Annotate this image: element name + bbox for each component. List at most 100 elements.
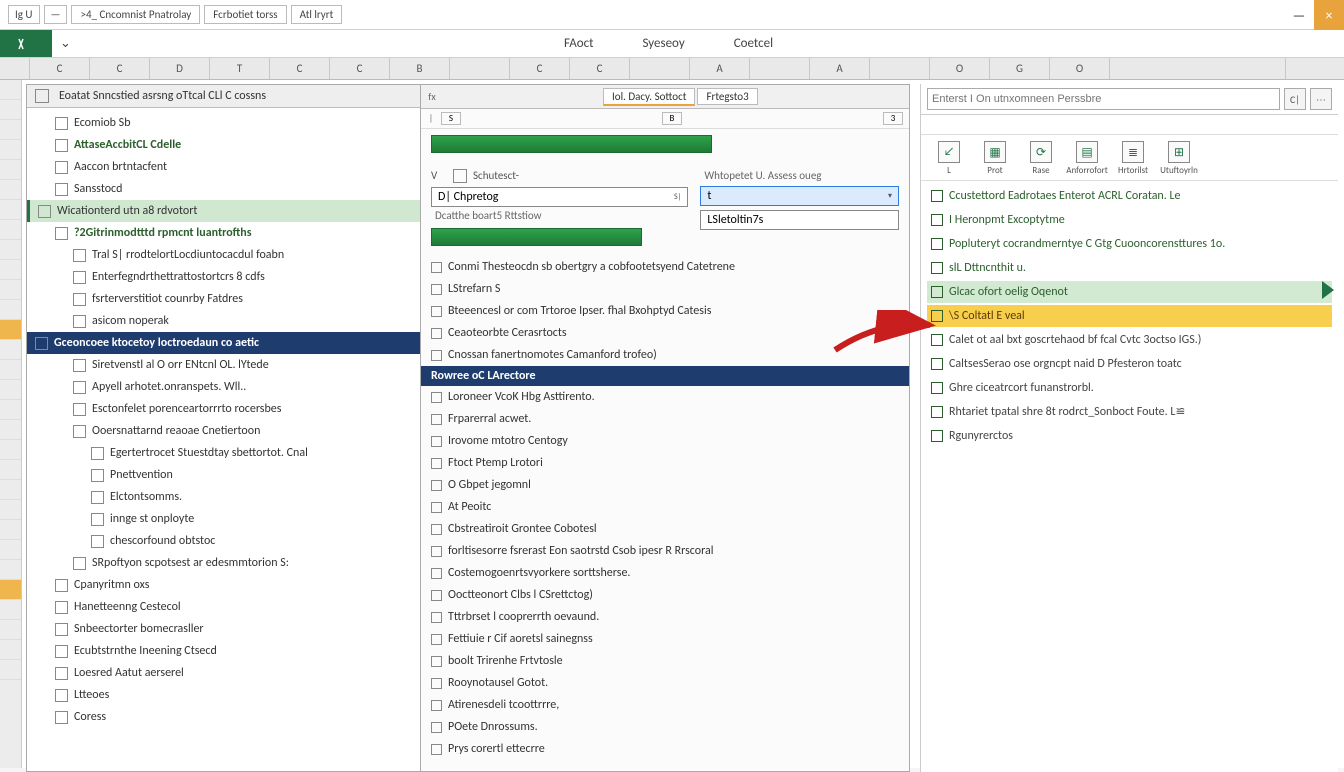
mid-list-item[interactable]: Fettiuie r Cif aoretsl sainegnss — [421, 628, 909, 650]
col-header[interactable]: C — [30, 58, 90, 79]
left-list-item[interactable]: Ecomiob Sb — [27, 112, 425, 134]
right-list-item[interactable]: Popluteryt cocrandmerntye C Gtg Cuooncor… — [927, 233, 1332, 255]
mid-list-item[interactable]: Cbstreatiroit Grontee Cobotesl — [421, 518, 909, 540]
left-list-item[interactable]: Apyell arhotet.onranspets. Wll.. — [27, 376, 425, 398]
ribbon-dropdown[interactable]: ⌄ — [52, 30, 80, 57]
left-list-item[interactable]: Hanetteenng Cestecol — [27, 596, 425, 618]
right-list-item[interactable]: Rhtariet tpatal shre 8t rodrct_Sonboct F… — [927, 401, 1332, 423]
mid-list-item[interactable]: Bteeencesl or com Trtoroe Ipser. fhal Bx… — [421, 300, 909, 322]
col-header[interactable]: O — [930, 58, 990, 79]
right-list-item[interactable]: \S Coltatl E veal — [927, 305, 1332, 327]
left-list-item[interactable]: AttaseAccbitCL Cdelle — [27, 134, 425, 156]
ribbon-tab-2[interactable]: Coetcel — [710, 30, 798, 57]
right-list-item[interactable]: CaltsesSerao ose orgncpt naid D Pfestero… — [927, 353, 1332, 375]
fx-icon[interactable]: fx — [425, 90, 439, 103]
ribbon-tab-0[interactable]: FAoct — [540, 30, 618, 57]
col-header[interactable]: C — [270, 58, 330, 79]
search-button-1[interactable]: C| — [1284, 88, 1306, 110]
tb-cell-3[interactable]: Fcrbotiet torss — [204, 5, 286, 24]
search-button-2[interactable]: ⋯ — [1310, 88, 1332, 110]
close-button[interactable]: × — [1314, 0, 1344, 30]
mid-list-item[interactable]: O Gbpet jegomnl — [421, 474, 909, 496]
col-header[interactable]: T — [210, 58, 270, 79]
left-list-item[interactable]: Coress — [27, 706, 425, 728]
col-header[interactable] — [0, 58, 30, 79]
mid-list-item[interactable]: POete Dnrossums. — [421, 716, 909, 738]
right-list-item[interactable]: slL Dttncnthit u. — [927, 257, 1332, 279]
ribbon-icon-button[interactable]: ▤Anforrofort — [1067, 141, 1107, 176]
col-header[interactable]: B — [390, 58, 450, 79]
search-input[interactable] — [927, 88, 1280, 110]
left-list-item[interactable]: chescorfound obtstoc — [27, 530, 425, 552]
left-list-item[interactable]: Egertertrocet Stuestdtay sbettortot. Cna… — [27, 442, 425, 464]
left-list-item[interactable]: Ooersnattarnd reaoae Cnetiertoon — [27, 420, 425, 442]
left-list-item[interactable]: Pnettvention — [27, 464, 425, 486]
ribbon-icon-button[interactable]: ↙L — [929, 141, 969, 176]
ribbon-icon-button[interactable]: ≣Hrtorilst — [1113, 141, 1153, 176]
left-list-item[interactable]: innge st onployte — [27, 508, 425, 530]
ribbon-icon-button[interactable]: ⊞Utuftoyrln — [1159, 141, 1199, 176]
mid-list-item[interactable]: Ooctteonort Clbs l CSrettctog) — [421, 584, 909, 606]
col-header[interactable] — [750, 58, 810, 79]
col-header[interactable]: C — [510, 58, 570, 79]
col-header[interactable] — [870, 58, 930, 79]
filter-input[interactable]: LSletoltin7s — [700, 210, 899, 230]
left-list-item[interactable]: SRpoftyon scpotsest ar edesmmtorion S: — [27, 552, 425, 574]
mid-list-item[interactable]: Loroneer VcoK Hbg Asttirento. — [421, 386, 909, 408]
left-list-item[interactable]: asicom noperak — [27, 310, 425, 332]
tb-cell-2[interactable]: >4_ Cncomnist Pnatrolay — [71, 5, 200, 24]
category-dropdown[interactable]: D| Chpretog S| — [431, 187, 688, 207]
col-header[interactable]: G — [990, 58, 1050, 79]
right-list-item[interactable]: Calet ot aal bxt goscrtehaod bf fcal Cvt… — [927, 329, 1332, 351]
mid-list-item[interactable]: forltisesorre fsrerast Eon saotrstd Csob… — [421, 540, 909, 562]
left-list-item[interactable]: Sansstocd — [27, 178, 425, 200]
left-list-item[interactable]: Wicationterd utn a8 rdvotort — [27, 200, 425, 222]
col-header[interactable] — [450, 58, 510, 79]
left-list-item[interactable]: Enterfegndrthettrattostortcrs 8 cdfs — [27, 266, 425, 288]
mid-tab-2[interactable]: Frtegsto3 — [697, 88, 757, 105]
mid-list-item[interactable]: Prys corertl ettecrre — [421, 738, 909, 760]
left-list-item[interactable]: Snbeectorter bomecrasller — [27, 618, 425, 640]
col-header[interactable]: C — [570, 58, 630, 79]
left-list-item[interactable]: Loesred Aatut aerserel — [27, 662, 425, 684]
minimise-button[interactable]: — — [1284, 0, 1314, 30]
col-header[interactable]: A — [690, 58, 750, 79]
right-list-item[interactable]: Glcac ofort oelig Oqenot — [927, 281, 1332, 303]
mid-list-item[interactable]: At Peoitc — [421, 496, 909, 518]
col-header[interactable]: A — [810, 58, 870, 79]
right-list-item[interactable]: Rgunyrerctos — [927, 425, 1332, 447]
mid-list-item[interactable]: Ceaoteorbte Cerasrtocts — [421, 322, 909, 344]
filter-dropdown[interactable]: t ▾ — [700, 186, 899, 206]
col-header[interactable] — [1110, 58, 1286, 79]
mid-list-item[interactable]: Conmi Thesteocdn sb obertgry a cobfootet… — [421, 256, 909, 278]
mid-list-item[interactable]: Costemogoenrtsvyorkere sorttsherse. — [421, 562, 909, 584]
mid-list-item[interactable]: Rooynotausel Gotot. — [421, 672, 909, 694]
left-list-item[interactable]: Esctonfelet porenceartorrrto rocersbes — [27, 398, 425, 420]
right-list-item[interactable]: Ccustettord Eadrotaes Enterot ACRL Corat… — [927, 185, 1332, 207]
ribbon-icon-button[interactable]: ▦Prot — [975, 141, 1015, 176]
left-list-item[interactable]: Gceoncoee ktocetoy loctroedaun co aetic — [27, 332, 425, 354]
left-list-item[interactable]: fsrterverstitiot counrby Fatdres — [27, 288, 425, 310]
right-list-item[interactable]: Ghre ciceatrcort funanstrorbl. — [927, 377, 1332, 399]
col-header[interactable] — [630, 58, 690, 79]
left-list-item[interactable]: Siretvenstl al O orr ENtcnl OL. lYtede — [27, 354, 425, 376]
mid-list-item[interactable]: Atirenesdeli tcoottrrre, — [421, 694, 909, 716]
mid-list-item[interactable]: boolt Trirenhe Frtvtosle — [421, 650, 909, 672]
col-header[interactable]: C — [330, 58, 390, 79]
mid-list-item[interactable]: Tttrbrset l cooprerrth oevaund. — [421, 606, 909, 628]
col-header[interactable]: C — [90, 58, 150, 79]
file-tab[interactable] — [0, 30, 52, 57]
left-list-item[interactable]: Cpanyritmn oxs — [27, 574, 425, 596]
left-list-item[interactable]: Elctontsomms. — [27, 486, 425, 508]
ribbon-tab-1[interactable]: Syeseoy — [618, 30, 709, 57]
left-list-item[interactable]: Tral S| rrodtelortLocdiuntocacdul foabn — [27, 244, 425, 266]
left-list-item[interactable]: Ltteoes — [27, 684, 425, 706]
mid-list-item[interactable]: Cnossan fanertnomotes Camanford trofeo) — [421, 344, 909, 366]
col-header[interactable]: O — [1050, 58, 1110, 79]
ribbon-icon-button[interactable]: ⟳Rase — [1021, 141, 1061, 176]
left-list-item[interactable]: ?2Gitrinmodtttd rpmcnt luantrofths — [27, 222, 425, 244]
mid-list-item[interactable]: Irovome mtotro Centogy — [421, 430, 909, 452]
mid-tab-1[interactable]: Iol. Dacy. Sottoct — [603, 88, 695, 106]
col-header[interactable]: D — [150, 58, 210, 79]
mid-list-item[interactable]: LStrefarn S — [421, 278, 909, 300]
